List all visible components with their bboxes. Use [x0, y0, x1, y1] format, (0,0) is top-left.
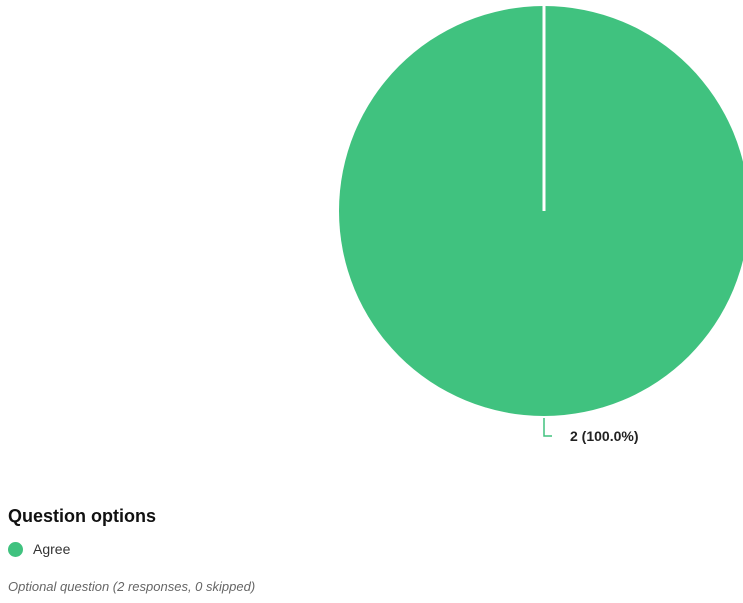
pie-chart: 2 (100.0%)	[339, 6, 743, 444]
question-footnote: Optional question (2 responses, 0 skippe…	[8, 579, 256, 594]
pie-slice-agree[interactable]	[339, 6, 743, 416]
pie-data-label: 2 (100.0%)	[570, 428, 638, 444]
legend-item-agree[interactable]: Agree	[8, 541, 70, 557]
pie-labels: 2 (100.0%)	[543, 418, 638, 444]
legend-label-agree: Agree	[33, 541, 71, 557]
legend-title: Question options	[8, 506, 156, 526]
legend-swatch-agree	[8, 541, 23, 557]
pie-slices	[339, 6, 743, 416]
data-label-leader-line	[543, 418, 552, 437]
